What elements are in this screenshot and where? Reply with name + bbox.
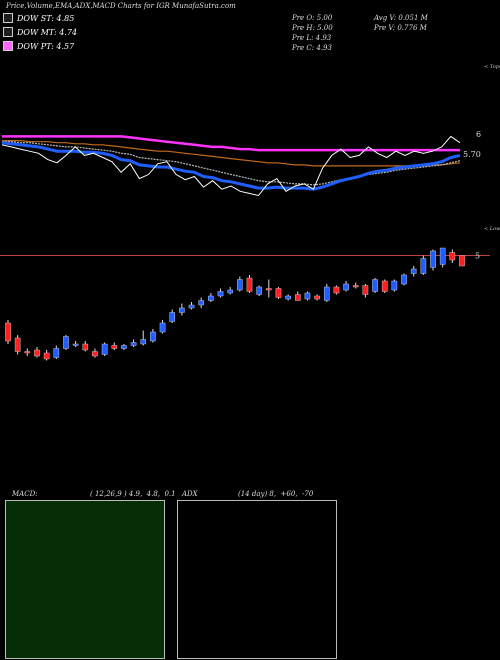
close-price-line [1,135,461,197]
ema-price-label-bottom: 5.70 [463,150,481,159]
dow-mt-swatch [3,27,13,37]
candle-body [159,322,166,333]
candle-body [82,343,89,351]
candle-body [420,258,427,274]
tops-label: < Tops [484,64,500,70]
candle-body [179,307,185,313]
ema-pt-line [2,135,460,152]
candle-body [63,336,69,349]
adx-label: ADX [182,490,198,498]
ema-chart: 6 5.70 < Tops < Lows [1,64,500,232]
candle-body [14,337,21,352]
ema-short-line [1,141,461,191]
pre-low: Pre L: 4.93 [292,34,332,42]
candle-body [304,292,311,300]
candle-body [237,279,243,291]
dow-mt-legend: DOW MT: 4.74 [3,26,77,38]
candle-body [439,247,446,265]
candle-body [372,279,378,292]
candle-body [362,285,369,295]
candle-body [34,349,40,357]
ema-price-label-top: 6 [476,130,481,139]
candle-body [459,255,465,267]
candle-body [430,250,436,268]
dow-pt-label: DOW PT: 4.57 [17,41,75,51]
candle-body [266,288,272,291]
candle-body [5,322,11,342]
candle-body [401,274,407,285]
candle-body [198,300,204,306]
candle-body [101,343,108,355]
candle-body [24,351,31,354]
avg-volume: Avg V: 0.051 M [374,14,428,22]
adx-params: (14 day) 8, +60, -70 [238,490,314,498]
macd-params: ( 12,26,9 ) 4.9, 4.8, 0.1 [90,490,176,498]
candle-body [323,286,330,301]
candle-body [275,288,282,298]
dow-pt-swatch [3,41,13,51]
candle-body [352,285,359,288]
candle-body [217,291,224,297]
macd-label: MACD: [12,490,38,498]
dow-pt-legend: DOW PT: 4.57 [3,40,74,52]
ema-mid-line [2,141,461,186]
candle-body [53,348,60,358]
pre-volume: Pre V: 0.776 M [374,24,427,32]
candle-body [246,277,253,292]
candle-price-label: 5 [475,252,480,261]
adx-panel [177,500,337,659]
lows-label: < Lows [484,226,500,232]
candle-body [169,312,176,322]
dow-st-swatch [3,13,13,23]
candle-body [92,351,98,357]
candle-chart: 5 [0,247,490,361]
page-title: Price,Volume,EMA,ADX,MACD Charts for IGR… [6,2,236,10]
candle-body [150,331,156,342]
candle-body [111,345,118,349]
dow-st-label: DOW ST: 4.85 [17,13,75,23]
candle-body [256,286,262,295]
pre-close: Pre C: 4.93 [292,44,332,52]
candle-body [208,295,214,301]
pre-high: Pre H: 5.00 [292,24,333,32]
candle-body [227,289,233,294]
dow-st-legend: DOW ST: 4.85 [3,12,74,24]
candle-body [188,304,195,309]
candle-body [121,345,127,349]
candle-body [72,343,79,346]
candle-body [343,283,349,291]
candle-body [391,280,398,291]
candle-body [410,268,417,274]
candle-body [43,352,50,360]
pre-open: Pre O: 5.00 [292,14,333,22]
dow-mt-label: DOW MT: 4.74 [17,27,78,37]
candle-body [449,252,456,261]
ema-long-line [2,140,461,167]
macd-panel [5,500,165,659]
candle-body [333,286,340,294]
candle-body [381,280,388,292]
candle-body [294,294,301,301]
candle-body [314,295,320,300]
candle-body [130,342,137,346]
candle-body [285,295,291,300]
candle-body [140,339,147,345]
